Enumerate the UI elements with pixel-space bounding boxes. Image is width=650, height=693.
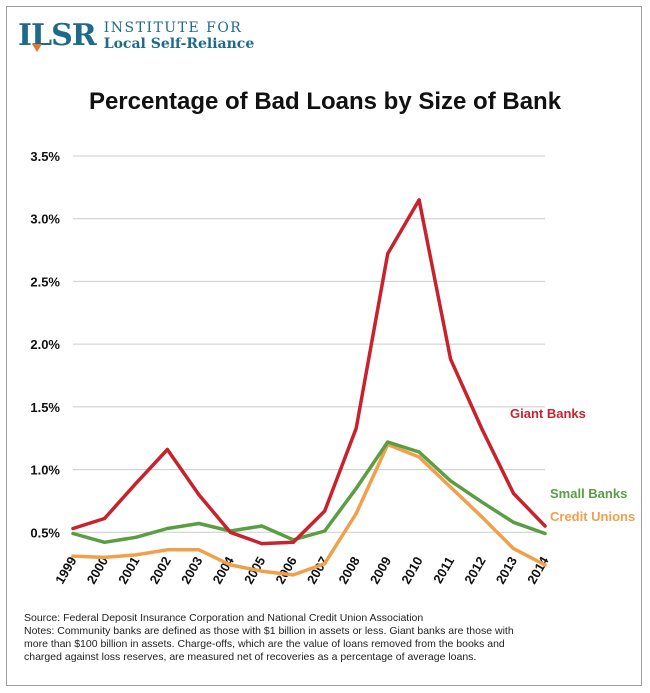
x-tick-label: 2001 [115, 554, 142, 587]
data-point [260, 541, 264, 546]
data-point [417, 450, 421, 454]
series-label-giant-banks: Giant Banks [510, 406, 586, 421]
data-point [543, 563, 547, 567]
x-tick-label: 1999 [52, 554, 79, 587]
data-point [134, 553, 138, 557]
data-point [228, 530, 232, 534]
data-point [323, 509, 327, 513]
data-point [71, 531, 75, 536]
data-point [323, 562, 327, 566]
x-tick-label: 2003 [178, 554, 205, 587]
data-point [480, 515, 484, 519]
data-point [449, 357, 453, 361]
data-point [134, 535, 138, 539]
data-point [197, 548, 201, 552]
data-point [417, 455, 421, 459]
data-point [71, 526, 75, 531]
logo-line-1: INSTITUTE FOR [103, 20, 243, 36]
x-tick-label: 2014 [524, 553, 552, 586]
data-point [511, 546, 516, 551]
data-point [291, 573, 295, 577]
y-tick-label: 1.5% [30, 400, 60, 415]
y-tick-label: 3.5% [30, 149, 60, 164]
notes-line-1: Notes: Community banks are defined as th… [24, 625, 514, 637]
data-point [260, 569, 264, 573]
data-point [511, 520, 516, 524]
data-point [480, 500, 484, 504]
data-point [228, 563, 232, 567]
x-tick-label: 2012 [461, 554, 488, 587]
data-point [165, 548, 169, 552]
logo-mark: ILSR [18, 18, 97, 53]
data-point [386, 252, 390, 256]
data-point [511, 491, 516, 496]
data-point [480, 427, 484, 432]
data-point [417, 198, 421, 202]
data-point [260, 524, 264, 528]
data-point [134, 481, 138, 485]
y-tick-label: 1.0% [30, 463, 60, 478]
data-point [354, 426, 358, 430]
data-point [323, 529, 327, 533]
data-point [102, 540, 107, 544]
chart-title: Percentage of Bad Loans by Size of Bank [88, 88, 562, 115]
y-tick-label: 2.0% [30, 337, 60, 352]
data-point [71, 554, 75, 558]
data-point [386, 440, 390, 444]
series-label-small-banks: Small Banks [550, 486, 627, 501]
chart-frame [6, 6, 642, 686]
x-tick-label: 2002 [147, 554, 174, 587]
series-line-credit-unions [71, 442, 547, 577]
data-point [543, 524, 547, 528]
data-point [354, 511, 358, 516]
series-label-credit-unions: Credit Unions [550, 509, 635, 524]
series-line-giant-banks [71, 198, 547, 546]
y-tick-label: 2.5% [30, 274, 60, 289]
logo-line-2: Local Self-Reliance [103, 36, 255, 52]
logo-text: INSTITUTE FOR Local Self-Reliance [104, 20, 255, 52]
data-point [291, 540, 295, 544]
data-point [354, 486, 358, 490]
y-tick-label: 3.0% [30, 212, 60, 227]
data-point [165, 526, 169, 531]
y-tick-label: 0.5% [30, 525, 60, 540]
data-point [165, 447, 169, 452]
logo-triangle-icon [32, 44, 42, 52]
notes-line-2: more than $100 billion in assets. Charge… [24, 638, 505, 650]
data-point [449, 479, 453, 483]
x-tick-label: 2010 [398, 554, 425, 587]
data-point [102, 516, 107, 521]
data-point [449, 485, 453, 489]
x-tick-label: 2006 [272, 554, 299, 587]
data-point [197, 521, 201, 526]
source-note: Source: Federal Deposit Insurance Corpor… [24, 612, 424, 624]
ilsr-logo: ILSR INSTITUTE FOR Local Self-Reliance [18, 14, 254, 58]
x-tick-label: 2009 [367, 554, 394, 587]
x-tick-label: 2011 [430, 554, 457, 586]
chart-notes: Source: Federal Deposit Insurance Corpor… [24, 612, 624, 664]
notes-line-3: charged against loss reserves, are measu… [24, 651, 477, 663]
data-point [102, 555, 107, 559]
data-point [197, 493, 201, 497]
series-line-small-banks [71, 440, 547, 545]
x-tick-label: 2008 [335, 554, 362, 587]
data-point [543, 531, 547, 536]
x-tick-label: 2013 [493, 554, 520, 587]
